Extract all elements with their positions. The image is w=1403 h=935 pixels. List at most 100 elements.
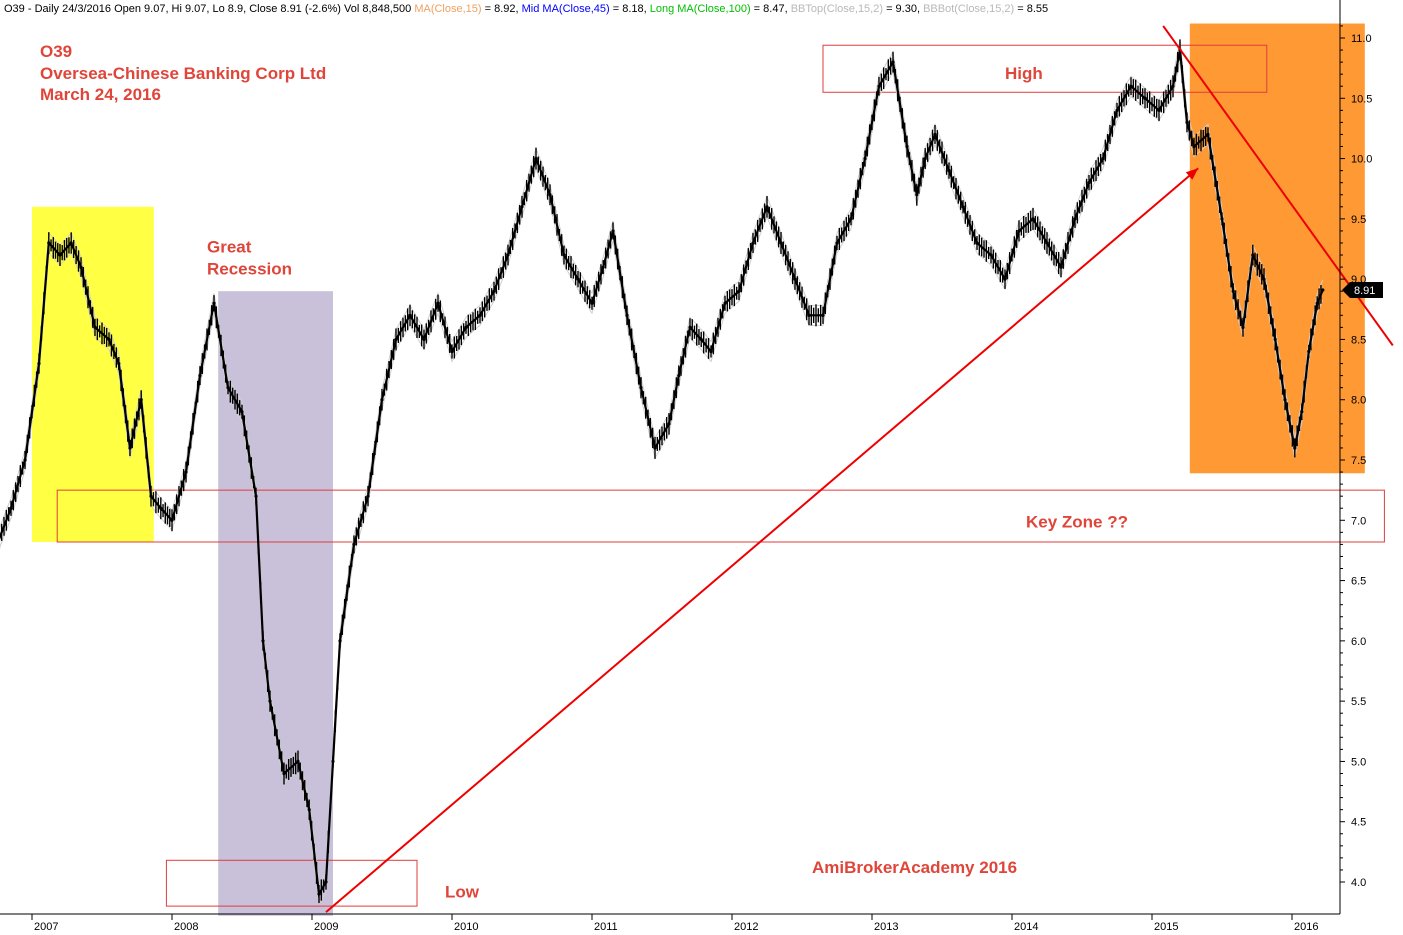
price-point [933,132,937,137]
price-point [170,518,174,522]
price-point [159,506,163,510]
header-segment: = 8.55 [1014,3,1048,15]
price-point [947,169,951,173]
price-point [688,325,692,329]
uptrend-arrow [1185,168,1199,180]
header-segment: Mid MA(Close,45) [522,3,610,15]
price-point [923,156,927,161]
price-point [520,205,524,209]
y-tick-label: 4.5 [1351,817,1366,829]
title-date: March 24, 2016 [40,85,161,104]
price-point [1143,96,1147,100]
annotation-label: Great [207,238,252,257]
price-point [548,193,552,197]
price-point [639,386,643,390]
header-segment: = 9.30, [883,3,923,15]
price-point [590,301,594,305]
price-point [576,277,580,281]
yellow-box [32,206,154,542]
price-point [1059,265,1063,269]
y-tick-label: 4.0 [1351,877,1366,889]
y-tick-label: 7.0 [1351,515,1366,527]
header-segment: = 8.18, [610,3,650,15]
header-segment: BBTop(Close,15,2) [791,3,883,15]
price-point [380,398,384,402]
x-tick-label: 2014 [1014,921,1038,933]
shaded-regions [32,23,1365,916]
price-point [625,313,629,317]
price-point [464,325,468,329]
price-point [807,313,811,317]
price-point [677,374,681,378]
x-tick-label: 2008 [174,921,198,933]
price-point [212,301,216,305]
price-point [699,337,703,342]
recession-box [218,291,333,916]
price-point [282,771,286,776]
header-line: O39 - Daily 24/3/2016 Open 9.07, Hi 9.07… [4,3,1048,15]
price-point [261,639,265,643]
price-point [226,386,230,390]
price-point [23,458,27,462]
low-zone [165,859,418,907]
price-point [422,337,426,342]
axes: 4.04.55.05.56.06.57.07.58.08.59.09.510.0… [0,0,1372,933]
price-point [1307,349,1311,354]
price-point [1031,217,1035,221]
price-point [149,494,153,498]
annotation-label: Recession [207,259,292,278]
price-point [793,277,797,281]
price-point [1115,108,1119,112]
annotation-label: High [1005,64,1043,83]
x-tick-label: 2015 [1154,921,1178,933]
price-point [765,205,769,209]
price-point [317,892,321,896]
price-point [9,506,13,510]
price-point [989,253,993,257]
price-point [905,144,909,149]
header-segment: MA(Close,15) [414,3,481,15]
price-point [779,241,783,245]
price-point [667,422,671,426]
y-tick-label: 5.5 [1351,696,1366,708]
annotation-label: Low [445,883,480,902]
price-point [534,156,538,161]
title-company: Oversea-Chinese Banking Corp Ltd [40,64,326,83]
price-point [1185,120,1189,124]
price-point [307,808,311,812]
price-point [737,289,741,293]
y-tick-label: 11.0 [1351,33,1372,45]
y-tick-label: 6.5 [1351,576,1366,588]
price-point [601,265,605,269]
price-point [723,301,727,305]
price-point [975,241,979,245]
y-tick-label: 7.5 [1351,455,1366,467]
price-point [408,313,412,317]
price-point [117,361,121,366]
price-point [1273,337,1277,342]
y-axis-ticks: 4.04.55.05.56.06.57.07.58.08.59.09.510.0… [1340,25,1372,889]
price-point [1293,446,1297,450]
price-point [506,253,510,257]
x-tick-label: 2010 [454,921,478,933]
price-point [849,217,853,221]
price-point [296,759,300,764]
price-point [653,446,657,450]
price-point [198,374,202,378]
annotation-labels: Great Recession High Key Zone ?? Low [207,64,1128,902]
price-point [1087,181,1091,185]
price-point [338,639,342,643]
key-zone [56,489,1385,543]
price-point [436,301,440,305]
price-point [751,241,755,245]
price-point [450,349,454,354]
price-point [1283,398,1287,402]
orange-box [1189,23,1365,474]
price-point [1045,241,1049,245]
price-point [863,156,867,161]
chart-title-block: O39 Oversea-Chinese Banking Corp Ltd Mar… [40,42,326,104]
header-segment: BBBot(Close,15,2) [923,3,1014,15]
price-point [821,313,825,317]
price-point [611,229,615,233]
